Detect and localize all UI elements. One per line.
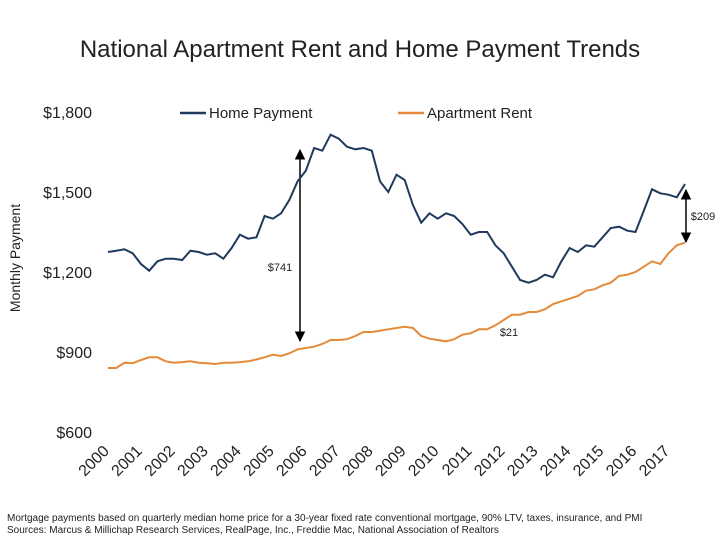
x-tick-label: 2000 <box>76 443 113 480</box>
annotation: $21 <box>500 327 518 339</box>
x-tick-label: 2009 <box>372 443 409 480</box>
footnote: Sources: Marcus & Millichap Research Ser… <box>7 525 499 536</box>
x-tick-label: 2017 <box>636 443 673 480</box>
y-tick-label: $1,500 <box>43 185 92 202</box>
x-tick-label: 2004 <box>208 443 245 480</box>
x-tick-label: 2010 <box>405 443 442 480</box>
x-tick-label: 2001 <box>109 443 146 480</box>
x-tick-label: 2008 <box>339 443 376 480</box>
footnote: Mortgage payments based on quarterly med… <box>7 513 642 524</box>
y-tick-label: $900 <box>56 345 92 362</box>
x-tick-label: 2015 <box>570 443 607 480</box>
series-line <box>108 241 686 369</box>
x-tick-label: 2012 <box>471 443 508 480</box>
x-tick-label: 2006 <box>273 443 310 480</box>
x-tick-label: 2002 <box>142 443 179 480</box>
y-tick-label: $1,800 <box>43 105 92 122</box>
x-tick-label: 2003 <box>175 443 212 480</box>
y-tick-label: $1,200 <box>43 265 92 282</box>
annotation: $741 <box>268 262 292 274</box>
x-tick-label: 2007 <box>306 443 343 480</box>
x-tick-label: 2016 <box>603 443 640 480</box>
series-line <box>107 133 686 284</box>
annotation: $209 <box>691 211 715 223</box>
x-tick-label: 2014 <box>537 443 574 480</box>
legend-label: Home Payment <box>209 105 313 122</box>
x-tick-label: 2011 <box>439 443 475 479</box>
y-tick-label: $600 <box>56 425 92 442</box>
y-axis-label: Monthly Payment <box>7 204 23 312</box>
x-tick-label: 2005 <box>240 443 277 480</box>
chart-title: National Apartment Rent and Home Payment… <box>80 36 640 63</box>
x-tick-label: 2013 <box>504 443 541 480</box>
legend-label: Apartment Rent <box>427 105 533 122</box>
